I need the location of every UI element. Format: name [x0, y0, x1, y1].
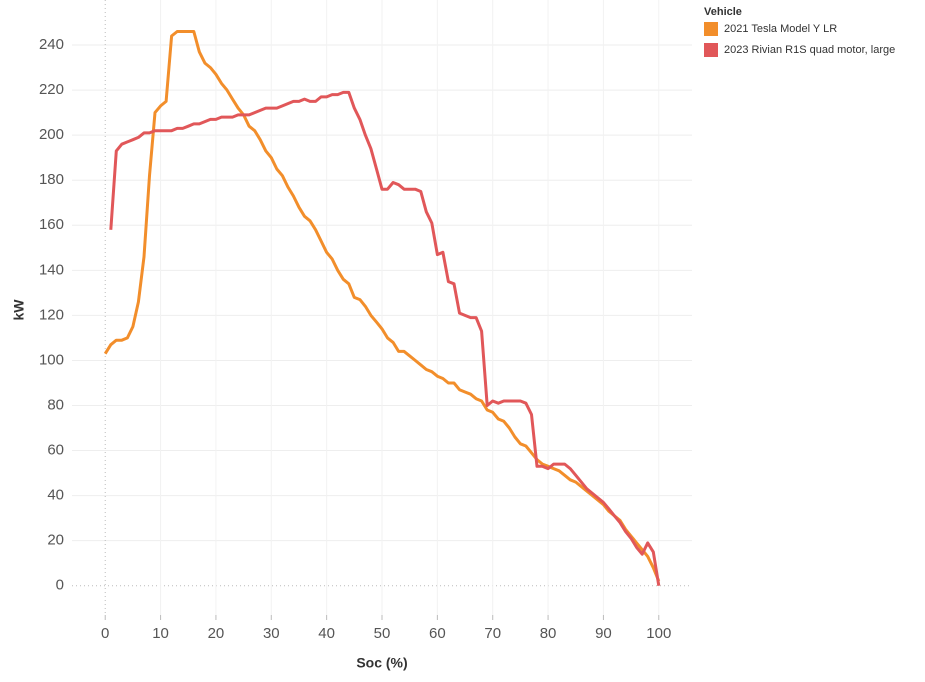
y-tick-label: 160: [39, 216, 64, 233]
legend-swatch: [704, 43, 718, 57]
x-tick-label: 30: [263, 625, 280, 642]
x-tick-label: 40: [318, 625, 335, 642]
x-tick-label: 70: [484, 625, 501, 642]
y-tick-label: 220: [39, 81, 64, 98]
x-tick-label: 10: [152, 625, 169, 642]
y-axis-title: kW: [11, 299, 27, 321]
series-line: [109, 90, 661, 586]
y-tick-label: 120: [39, 306, 64, 323]
x-tick-label: 60: [429, 625, 446, 642]
y-tick-label: 180: [39, 171, 64, 188]
y-tick-label: 60: [47, 442, 64, 459]
x-tick-label: 20: [208, 625, 225, 642]
legend-label: 2021 Tesla Model Y LR: [724, 23, 837, 35]
x-axis-title: Soc (%): [356, 655, 407, 671]
y-tick-label: 40: [47, 487, 64, 504]
legend-label: 2023 Rivian R1S quad motor, large: [724, 44, 895, 56]
y-tick-label: 100: [39, 351, 64, 368]
x-tick-label: 100: [646, 625, 671, 642]
y-tick-label: 200: [39, 126, 64, 143]
x-tick-label: 80: [540, 625, 557, 642]
y-tick-label: 0: [56, 577, 64, 594]
legend-swatch: [704, 22, 718, 36]
y-tick-label: 80: [47, 396, 64, 413]
x-tick-label: 50: [374, 625, 391, 642]
y-tick-label: 240: [39, 36, 64, 53]
y-tick-label: 20: [47, 532, 64, 549]
y-tick-label: 140: [39, 261, 64, 278]
series-line: [103, 30, 661, 582]
x-tick-label: 90: [595, 625, 612, 642]
legend-title: Vehicle: [704, 6, 742, 18]
x-tick-label: 0: [101, 625, 109, 642]
